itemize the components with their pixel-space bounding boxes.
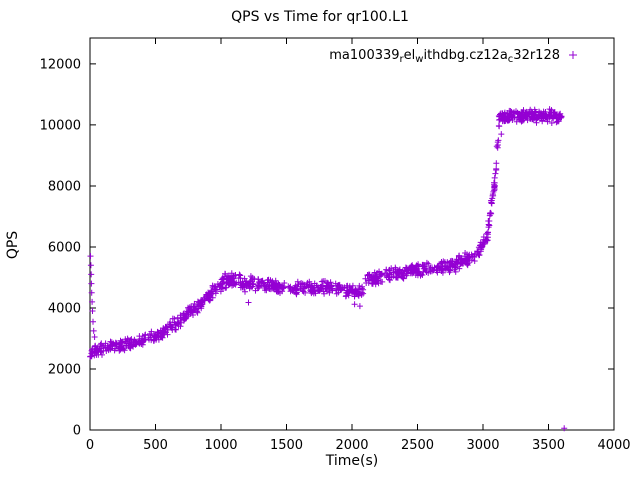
x-tick-label: 500 bbox=[143, 438, 168, 453]
x-tick-label: 4000 bbox=[597, 438, 630, 453]
x-tick-label: 0 bbox=[86, 438, 94, 453]
y-axis-label: QPS bbox=[5, 231, 21, 259]
legend: ma100339relwithdbg.cz12ac32r128 bbox=[329, 48, 577, 65]
y-tick-label: 12000 bbox=[40, 57, 81, 72]
data-points bbox=[87, 106, 568, 432]
legend-label: ma100339relwithdbg.cz12ac32r128 bbox=[329, 48, 560, 65]
plot-border bbox=[89, 37, 615, 431]
chart-title: QPS vs Time for qr100.L1 bbox=[231, 9, 409, 25]
x-tick-label: 1500 bbox=[270, 438, 303, 453]
legend-sample-marker bbox=[569, 51, 577, 59]
y-tick-label: 2000 bbox=[48, 363, 81, 378]
y-tick-label: 6000 bbox=[48, 241, 81, 256]
x-axis-label: Time(s) bbox=[325, 453, 378, 469]
x-tick-label: 1000 bbox=[204, 438, 237, 453]
y-tick-label: 0 bbox=[73, 424, 81, 439]
scatter-points-path bbox=[87, 106, 568, 432]
y-tick-label: 4000 bbox=[48, 302, 81, 317]
x-tick-label: 2000 bbox=[335, 438, 368, 453]
x-tick-label: 3000 bbox=[466, 438, 499, 453]
y-tick-label: 10000 bbox=[40, 118, 81, 133]
x-tick-label: 2500 bbox=[401, 438, 434, 453]
axes: 0 500 1000 1500 2000 2500 3000 3500 4000 0 2000 400… bbox=[40, 37, 631, 453]
y-tick-label: 8000 bbox=[48, 180, 81, 195]
x-tick-label: 3500 bbox=[532, 438, 565, 453]
